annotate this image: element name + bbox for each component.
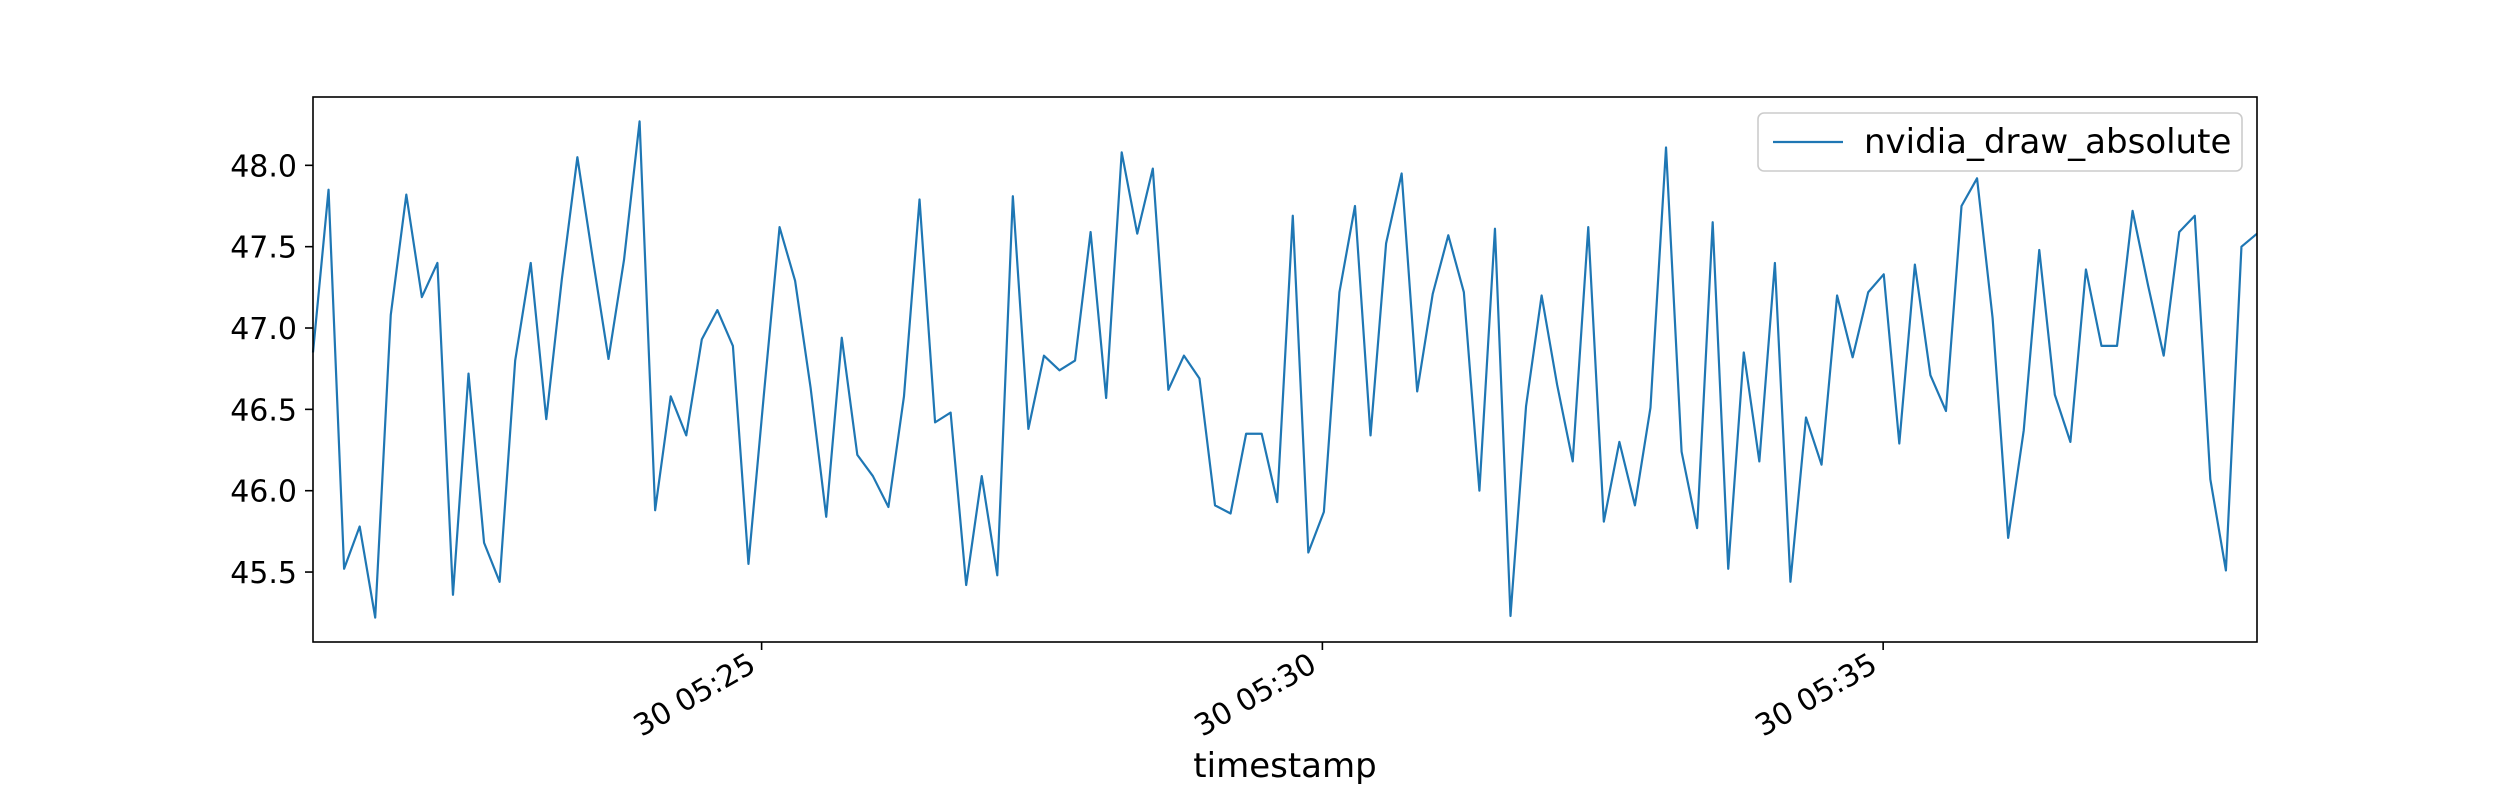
- legend: nvidia_draw_absolute: [1757, 112, 2243, 172]
- series-line-nvidia_draw_absolute: [311, 120, 2258, 619]
- y-tick-label: 45.5: [230, 556, 297, 591]
- x-axis-title: timestamp: [1193, 746, 1376, 786]
- y-tick-label: 48.0: [230, 149, 297, 184]
- y-axis-ticks: 45.5 46.0 46.5 47.0 47.5 48.0: [230, 149, 313, 591]
- legend-label: nvidia_draw_absolute: [1864, 122, 2231, 162]
- y-tick-label: 47.5: [230, 231, 297, 266]
- legend-box: [1757, 112, 2243, 172]
- plot-frame: [312, 96, 2258, 643]
- plot-series: [311, 120, 2258, 619]
- y-tick-label: 47.0: [230, 312, 297, 347]
- y-tick-label: 46.0: [230, 475, 297, 510]
- y-tick-label: 46.5: [230, 393, 297, 428]
